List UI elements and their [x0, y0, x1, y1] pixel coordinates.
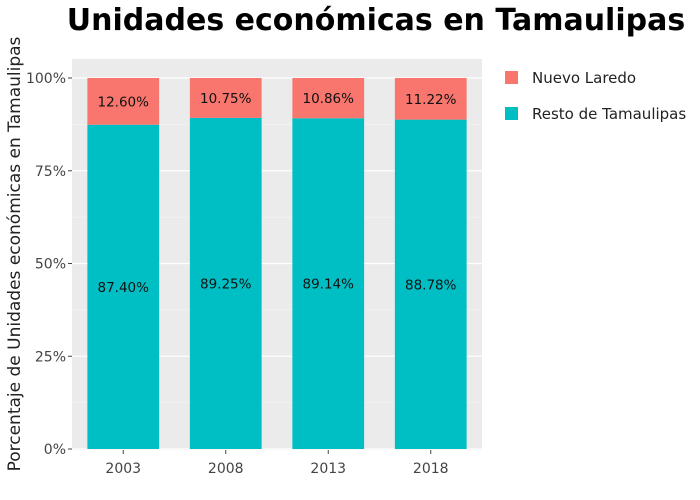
x-tick-label: 2013	[310, 461, 346, 477]
chart-title: Unidades económicas en Tamaulipas	[67, 3, 685, 38]
data-label: 10.86%	[303, 91, 355, 107]
data-label: 89.25%	[200, 276, 252, 292]
bar-resto-de-tamaulipas-2008	[189, 117, 262, 449]
data-label: 12.60%	[98, 94, 150, 110]
data-label: 87.40%	[98, 280, 150, 296]
data-label: 89.14%	[303, 277, 355, 293]
legend-swatch	[505, 71, 518, 84]
bar-resto-de-tamaulipas-2003	[87, 124, 160, 449]
x-axis: 2003 2008 2013 2018	[105, 450, 449, 477]
y-tick-label: 0%	[44, 442, 66, 458]
y-tick-label: 100%	[26, 71, 66, 87]
legend-label: Resto de Tamaulipas	[532, 105, 686, 123]
bar-nuevo-laredo-2003	[87, 78, 160, 125]
y-tick-label: 75%	[35, 164, 66, 180]
bar-nuevo-laredo-2008	[189, 78, 262, 118]
bars	[87, 78, 467, 450]
bar-nuevo-laredo-2013	[292, 78, 365, 119]
legend-swatch	[505, 107, 518, 120]
y-axis-title: Porcentaje de Unidades económicas en Tam…	[5, 36, 25, 471]
bar-resto-de-tamaulipas-2013	[292, 118, 365, 450]
y-axis: 0% 25% 50% 75% 100%	[26, 71, 72, 458]
y-tick-label: 50%	[35, 257, 66, 273]
legend-label: Nuevo Laredo	[532, 69, 636, 87]
bar-nuevo-laredo-2018	[394, 78, 467, 120]
data-label: 10.75%	[200, 91, 252, 107]
data-labels: 87.40% 12.60% 89.25% 10.75% 89.14% 10.86% 88.7…	[98, 91, 457, 296]
bar-resto-de-tamaulipas-2018	[394, 119, 467, 450]
legend: Nuevo Laredo Resto de Tamaulipas	[505, 69, 686, 123]
data-label: 11.22%	[405, 92, 457, 108]
y-tick-label: 25%	[35, 349, 66, 365]
x-tick-label: 2008	[208, 461, 244, 477]
data-label: 88.78%	[405, 277, 457, 293]
x-tick-label: 2003	[105, 461, 141, 477]
x-tick-label: 2018	[413, 461, 449, 477]
